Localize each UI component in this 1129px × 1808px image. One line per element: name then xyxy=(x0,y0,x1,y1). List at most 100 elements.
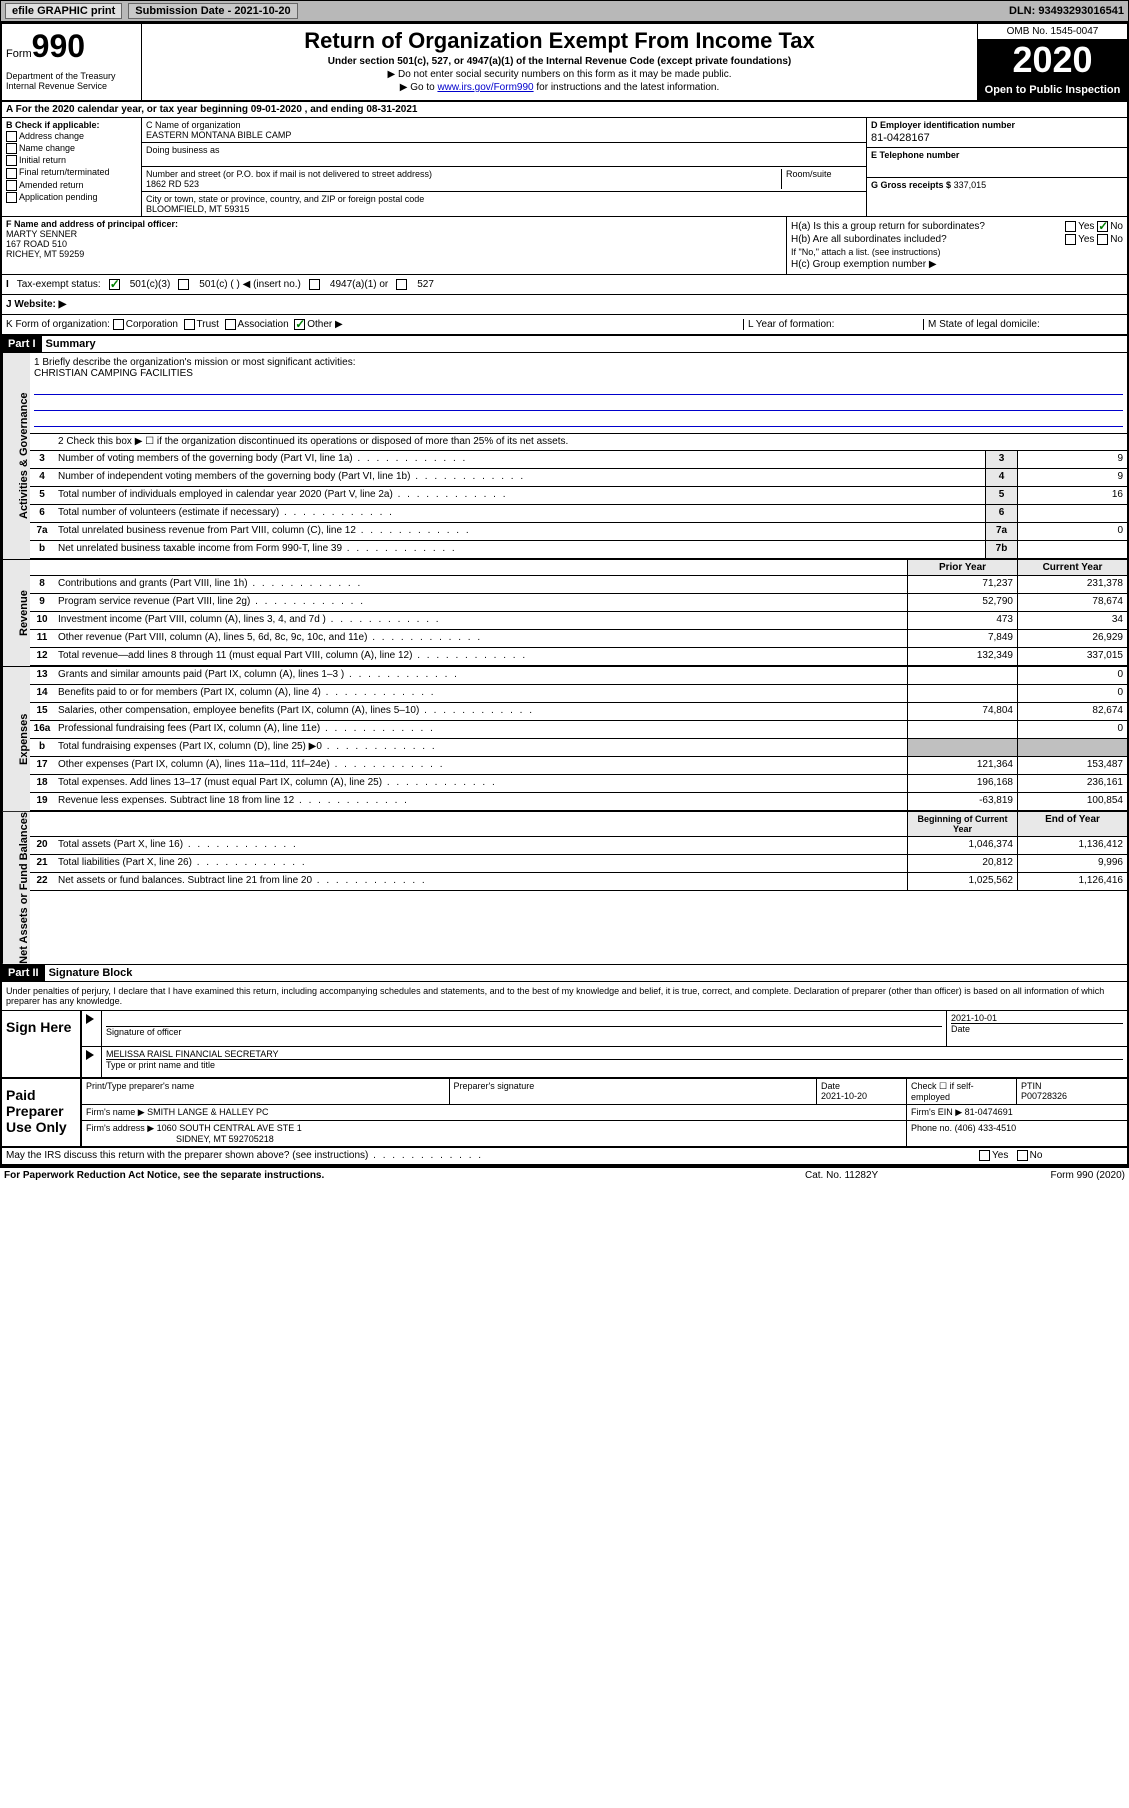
firm-addr: 1060 SOUTH CENTRAL AVE STE 1 xyxy=(157,1123,302,1133)
sidebar-governance: Activities & Governance xyxy=(2,353,30,559)
org-name: EASTERN MONTANA BIBLE CAMP xyxy=(146,130,862,140)
prep-sig-label: Preparer's signature xyxy=(450,1079,818,1104)
b-label: B Check if applicable: xyxy=(6,120,137,130)
ha-yes-chk[interactable] xyxy=(1065,221,1076,232)
col-c-org-info: C Name of organization EASTERN MONTANA B… xyxy=(142,118,867,216)
ha-no-chk[interactable] xyxy=(1097,221,1108,232)
omb-number: OMB No. 1545-0047 xyxy=(978,24,1127,40)
ein-value: 81-0428167 xyxy=(871,132,1123,144)
chk-initial-return[interactable]: Initial return xyxy=(6,155,137,166)
firm-addr-label: Firm's address ▶ xyxy=(86,1123,154,1133)
hc-label: H(c) Group exemption number ▶ xyxy=(791,259,1123,270)
discuss-yes-chk[interactable] xyxy=(979,1150,990,1161)
e-phone-label: E Telephone number xyxy=(871,150,1123,160)
open-to-public: Open to Public Inspection xyxy=(978,80,1127,100)
mission-text: CHRISTIAN CAMPING FACILITIES xyxy=(34,368,1123,379)
net-assets-section: Net Assets or Fund Balances Beginning of… xyxy=(2,812,1127,965)
table-row: 22 Net assets or fund balances. Subtract… xyxy=(30,873,1127,891)
officer-name: MARTY SENNER xyxy=(6,229,782,239)
chk-other[interactable] xyxy=(294,319,305,330)
revenue-section: Revenue Prior Year Current Year 8 Contri… xyxy=(2,560,1127,667)
row-j-website: J Website: ▶ xyxy=(2,295,1127,315)
efile-print-button[interactable]: efile GRAPHIC print xyxy=(5,3,122,19)
city-value: BLOOMFIELD, MT 59315 xyxy=(146,204,862,214)
officer-signature-line[interactable] xyxy=(106,1013,942,1027)
part2-header-row: Part II Signature Block xyxy=(2,965,1127,982)
chk-final-return[interactable]: Final return/terminated xyxy=(6,167,137,178)
form990-link[interactable]: www.irs.gov/Form990 xyxy=(437,82,533,93)
street-label: Number and street (or P.O. box if mail i… xyxy=(146,169,777,179)
form-header: Form990 Department of the Treasury Inter… xyxy=(2,24,1127,102)
city-label: City or town, state or province, country… xyxy=(146,194,862,204)
part2-header: Part II xyxy=(2,965,45,981)
row-a-tax-year: A For the 2020 calendar year, or tax yea… xyxy=(2,102,1127,118)
hdr-end-year: End of Year xyxy=(1017,812,1127,836)
hdr-beginning: Beginning of Current Year xyxy=(907,812,1017,836)
hb-label: H(b) Are all subordinates included? xyxy=(791,234,1065,245)
chk-assoc[interactable] xyxy=(225,319,236,330)
f-label: F Name and address of principal officer: xyxy=(6,219,782,229)
discuss-no-chk[interactable] xyxy=(1017,1150,1028,1161)
chk-501c[interactable] xyxy=(178,279,189,290)
c-name-label: C Name of organization xyxy=(146,120,862,130)
officer-type-label: Type or print name and title xyxy=(106,1059,1123,1070)
i-label: Tax-exempt status: xyxy=(17,279,101,290)
mission-line xyxy=(34,397,1123,411)
sidebar-revenue: Revenue xyxy=(2,560,30,666)
chk-527[interactable] xyxy=(396,279,407,290)
part1-title: Summary xyxy=(42,336,1127,352)
table-row: 13 Grants and similar amounts paid (Part… xyxy=(30,667,1127,685)
chk-corp[interactable] xyxy=(113,319,124,330)
hb-note: If "No," attach a list. (see instruction… xyxy=(791,247,1123,257)
g-gross-label: G Gross receipts $ xyxy=(871,180,951,190)
declaration-text: Under penalties of perjury, I declare th… xyxy=(2,982,1127,1010)
table-row: 18 Total expenses. Add lines 13–17 (must… xyxy=(30,775,1127,793)
table-row: 8 Contributions and grants (Part VIII, l… xyxy=(30,576,1127,594)
header-right: OMB No. 1545-0047 2020 Open to Public In… xyxy=(977,24,1127,100)
dln: DLN: 93493293016541 xyxy=(1009,5,1124,17)
chk-trust[interactable] xyxy=(184,319,195,330)
col-de: D Employer identification number 81-0428… xyxy=(867,118,1127,216)
table-row: b Net unrelated business taxable income … xyxy=(30,541,1127,559)
row-k: K Form of organization: Corporation Trus… xyxy=(2,315,1127,336)
phone-label: Phone no. xyxy=(911,1123,952,1133)
firm-name: SMITH LANGE & HALLEY PC xyxy=(147,1107,268,1117)
part1-header: Part I xyxy=(2,336,42,352)
form-note1: ▶ Do not enter social security numbers o… xyxy=(146,69,973,80)
part1-header-row: Part I Summary xyxy=(2,336,1127,353)
form-subtitle: Under section 501(c), 527, or 4947(a)(1)… xyxy=(146,56,973,67)
table-row: 16a Professional fundraising fees (Part … xyxy=(30,721,1127,739)
phone-value: (406) 433-4510 xyxy=(955,1123,1017,1133)
sign-here-table: Sign Here Signature of officer 2021-10-0… xyxy=(2,1010,1127,1078)
paperwork-notice: For Paperwork Reduction Act Notice, see … xyxy=(4,1170,805,1181)
table-row: 17 Other expenses (Part IX, column (A), … xyxy=(30,757,1127,775)
table-row: 9 Program service revenue (Part VIII, li… xyxy=(30,594,1127,612)
line2: 2 Check this box ▶ ☐ if the organization… xyxy=(54,434,1127,450)
hb-yes-chk[interactable] xyxy=(1065,234,1076,245)
table-row: 19 Revenue less expenses. Subtract line … xyxy=(30,793,1127,811)
governance-section: Activities & Governance 1 Briefly descri… xyxy=(2,353,1127,560)
hdr-prior-year: Prior Year xyxy=(907,560,1017,575)
table-row: 12 Total revenue—add lines 8 through 11 … xyxy=(30,648,1127,666)
form-title: Return of Organization Exempt From Incom… xyxy=(146,28,973,54)
hb-no-chk[interactable] xyxy=(1097,234,1108,245)
table-row: 10 Investment income (Part VIII, column … xyxy=(30,612,1127,630)
sidebar-expenses: Expenses xyxy=(2,667,30,811)
chk-4947[interactable] xyxy=(309,279,320,290)
prep-check-label: Check ☐ if self-employed xyxy=(907,1079,1017,1104)
form-note2: ▶ Go to www.irs.gov/Form990 for instruct… xyxy=(146,82,973,93)
k-label: K Form of organization: xyxy=(6,319,110,330)
row-i-tax-status: I Tax-exempt status: 501(c)(3) 501(c) ( … xyxy=(2,275,1127,295)
chk-501c3[interactable] xyxy=(109,279,120,290)
officer-street: 167 ROAD 510 xyxy=(6,239,782,249)
form-990: Form990 Department of the Treasury Inter… xyxy=(0,22,1129,1167)
chk-amended-return[interactable]: Amended return xyxy=(6,180,137,191)
header-center: Return of Organization Exempt From Incom… xyxy=(142,24,977,100)
chk-application-pending[interactable]: Application pending xyxy=(6,192,137,203)
paid-preparer-table: Paid Preparer Use Only Print/Type prepar… xyxy=(2,1078,1127,1147)
chk-address-change[interactable]: Address change xyxy=(6,131,137,142)
chk-name-change[interactable]: Name change xyxy=(6,143,137,154)
firm-name-label: Firm's name ▶ xyxy=(86,1107,145,1117)
table-row: b Total fundraising expenses (Part IX, c… xyxy=(30,739,1127,757)
mission-line xyxy=(34,381,1123,395)
